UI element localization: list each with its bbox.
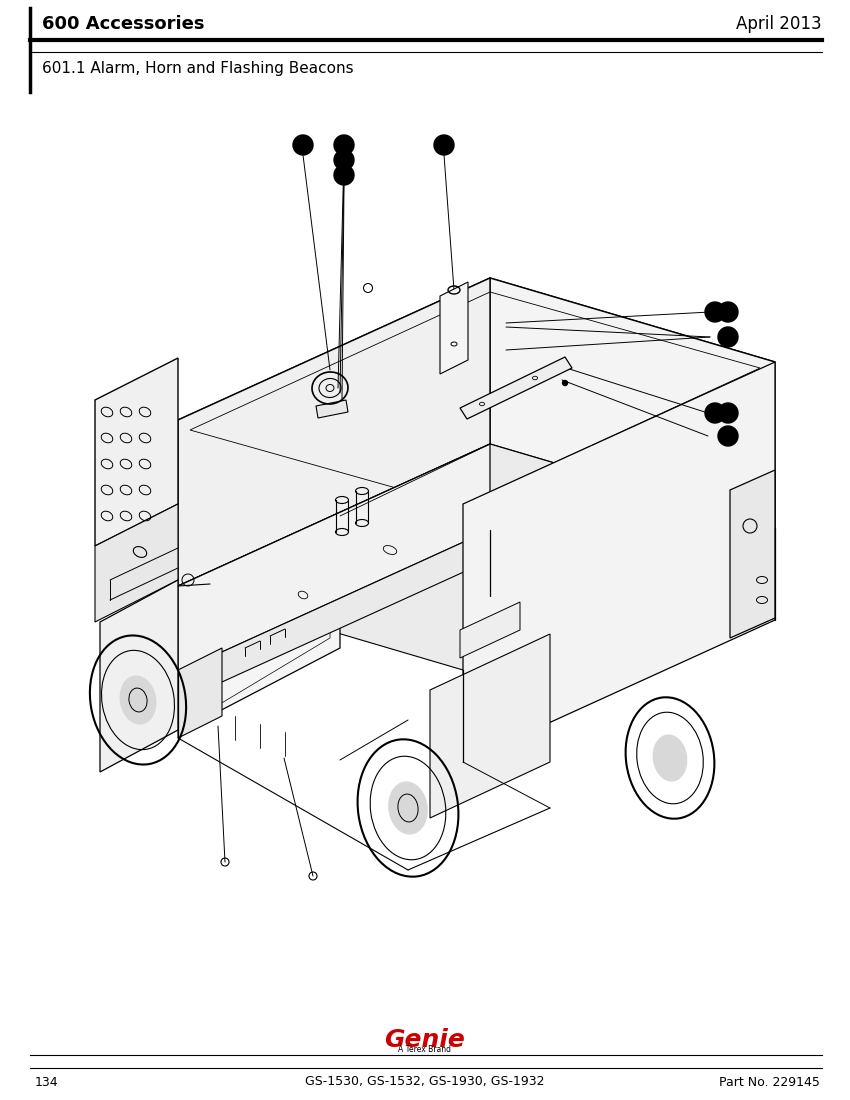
Text: 3: 3 — [341, 155, 348, 165]
Polygon shape — [460, 602, 520, 658]
Circle shape — [334, 165, 354, 185]
Polygon shape — [460, 358, 572, 419]
Polygon shape — [178, 648, 222, 738]
Ellipse shape — [120, 676, 156, 724]
Text: 601.1 Alarm, Horn and Flashing Beacons: 601.1 Alarm, Horn and Flashing Beacons — [42, 60, 354, 76]
Polygon shape — [254, 609, 274, 631]
Circle shape — [705, 403, 725, 424]
Polygon shape — [178, 278, 490, 586]
Polygon shape — [178, 444, 490, 672]
Text: 5: 5 — [440, 140, 447, 150]
Polygon shape — [100, 580, 178, 772]
Polygon shape — [316, 400, 348, 418]
Circle shape — [334, 150, 354, 170]
Polygon shape — [210, 516, 340, 716]
Circle shape — [293, 135, 313, 155]
Polygon shape — [95, 504, 178, 621]
Text: 6: 6 — [725, 307, 731, 317]
Text: 1: 1 — [300, 140, 306, 150]
Polygon shape — [178, 530, 490, 702]
Text: 2: 2 — [341, 140, 348, 150]
Polygon shape — [490, 278, 775, 528]
Polygon shape — [228, 578, 295, 642]
Polygon shape — [178, 278, 775, 504]
Text: GS-1530, GS-1532, GS-1930, GS-1932: GS-1530, GS-1532, GS-1930, GS-1932 — [305, 1076, 545, 1089]
Text: 8: 8 — [725, 332, 731, 342]
Text: 4: 4 — [341, 170, 348, 180]
Circle shape — [434, 135, 454, 155]
Text: 10: 10 — [722, 431, 734, 441]
Text: A Terex Brand: A Terex Brand — [399, 1045, 451, 1055]
Circle shape — [563, 381, 568, 385]
Polygon shape — [178, 444, 775, 670]
Text: 9: 9 — [725, 408, 731, 418]
Polygon shape — [430, 634, 550, 818]
Polygon shape — [440, 282, 468, 374]
Polygon shape — [730, 470, 775, 638]
Ellipse shape — [654, 735, 687, 781]
Ellipse shape — [388, 782, 428, 834]
Text: 4: 4 — [711, 408, 718, 418]
Polygon shape — [232, 609, 252, 631]
Circle shape — [718, 302, 738, 322]
Text: April 2013: April 2013 — [736, 15, 822, 33]
Circle shape — [718, 426, 738, 446]
Circle shape — [718, 327, 738, 346]
Text: 600 Accessories: 600 Accessories — [42, 15, 205, 33]
Text: Part No. 229145: Part No. 229145 — [719, 1076, 820, 1089]
Polygon shape — [463, 362, 775, 762]
Text: Genie: Genie — [384, 1028, 466, 1052]
Circle shape — [705, 302, 725, 322]
Polygon shape — [95, 358, 178, 546]
Circle shape — [334, 135, 354, 155]
Circle shape — [718, 403, 738, 424]
Text: 7: 7 — [711, 307, 718, 317]
Text: 134: 134 — [35, 1076, 59, 1089]
